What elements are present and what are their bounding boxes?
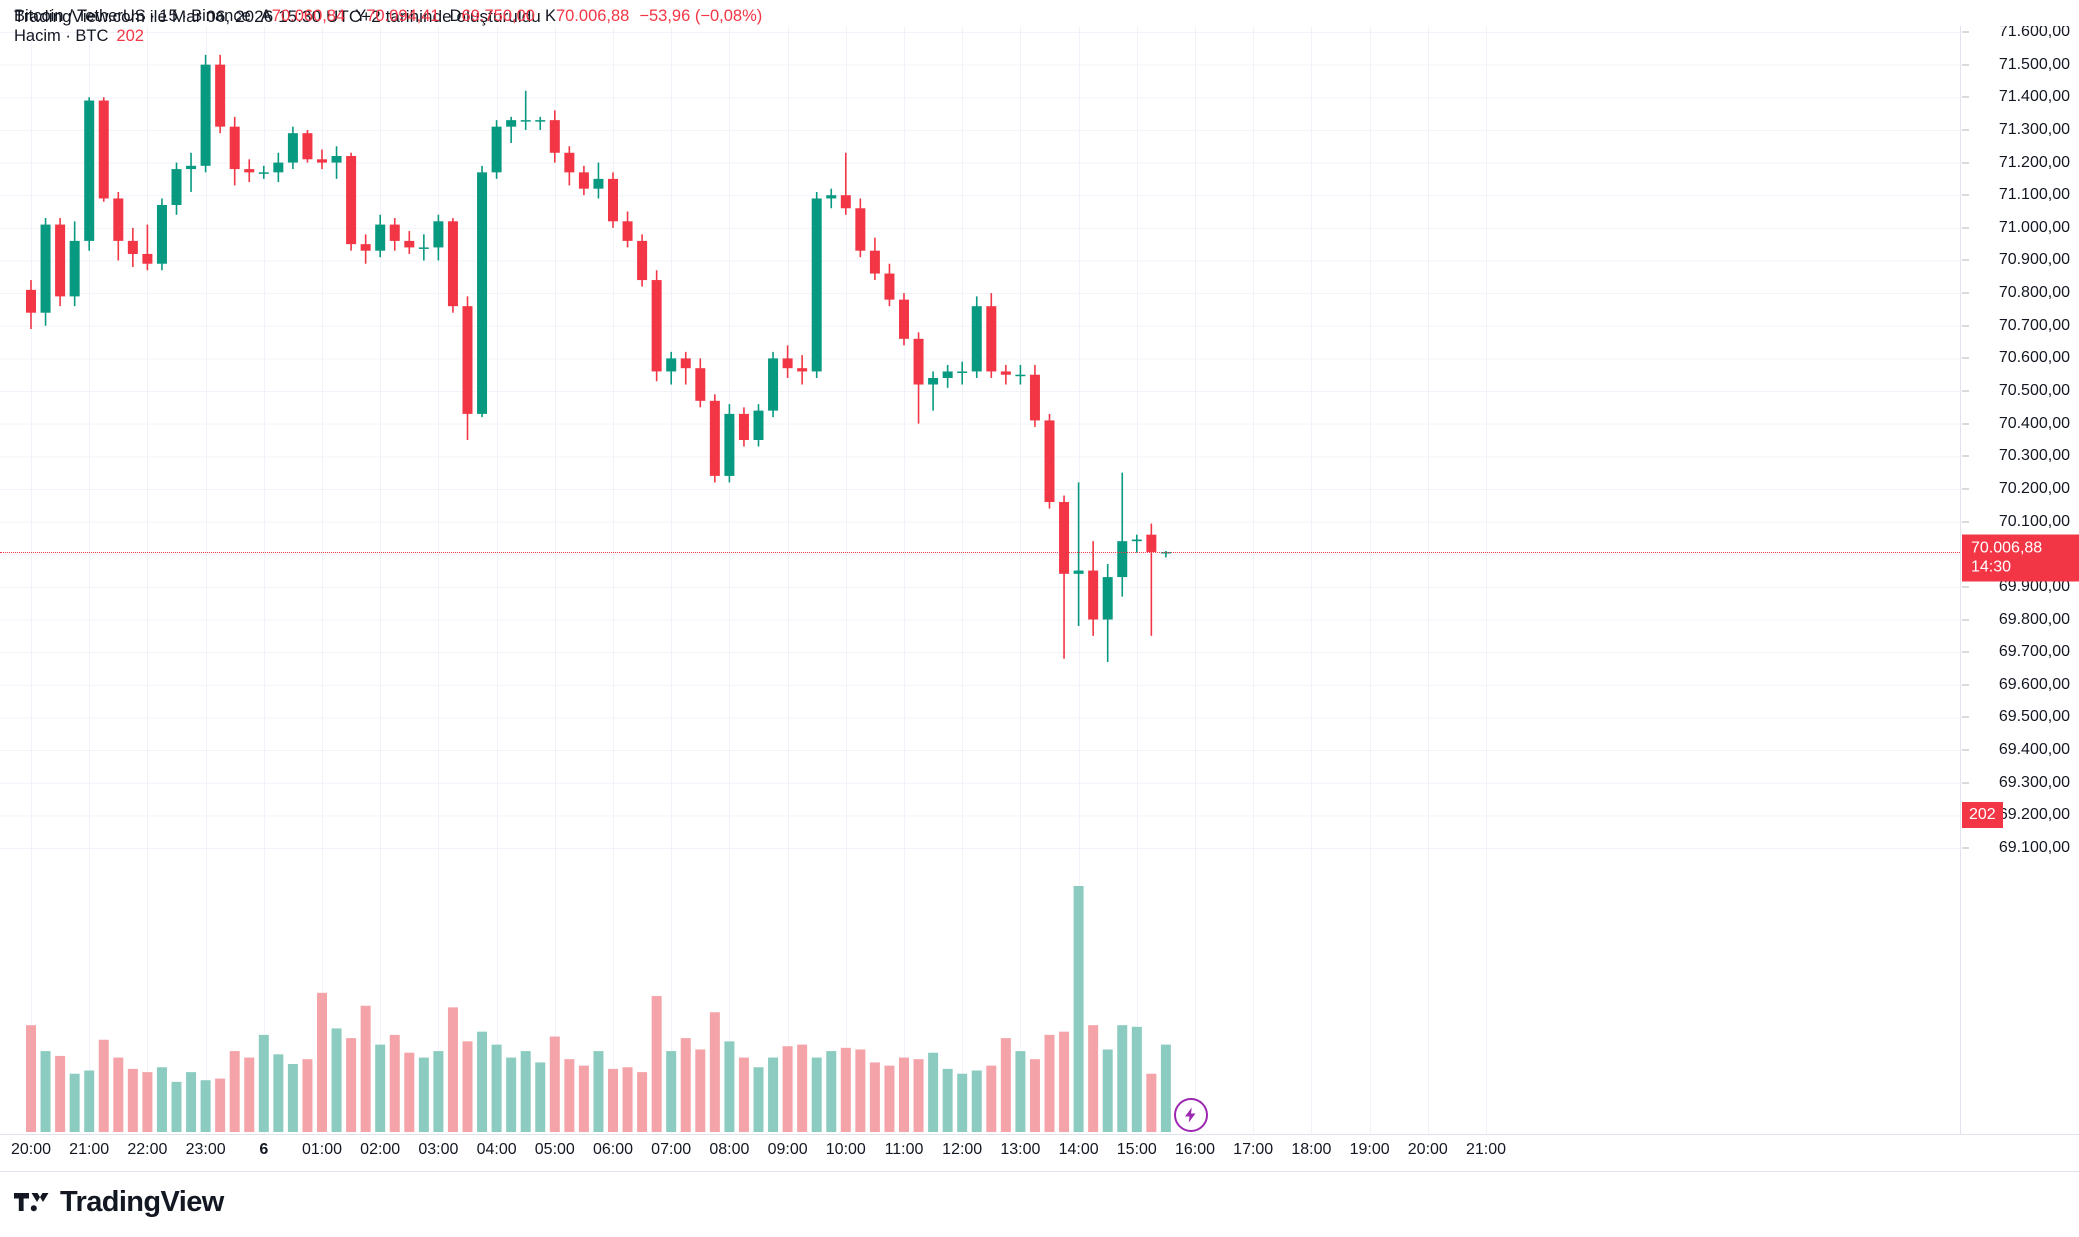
attribution-text: TradingView.com ile Mar 06, 2026 15:30 U… [14,7,541,26]
time-tick-label: 02:00 [360,1141,401,1158]
time-tick-label: 14:00 [1058,1141,1099,1158]
legend-close-value: 70.006,88 [555,7,630,25]
price-tick-label: 71.000,00 [1998,218,2070,236]
price-tick-dash [1962,31,1969,33]
price-tick-label: 69.300,00 [1998,773,2070,791]
price-tick-label: 71.500,00 [1998,55,2070,73]
price-tick-label: 70.100,00 [1998,512,2070,530]
price-tick-label: 70.200,00 [1998,479,2070,497]
price-tick-label: 70.600,00 [1998,349,2070,367]
price-tick-dash [1962,129,1969,131]
price-tick-dash [1962,521,1969,523]
time-tick-label: 18:00 [1291,1141,1332,1158]
price-tick-label: 70.300,00 [1998,447,2070,465]
price-tick-label: 69.200,00 [1998,806,2070,824]
price-tick-label: 70.700,00 [1998,316,2070,334]
time-tick-label: 08:00 [709,1141,750,1158]
time-tick-label: 09:00 [767,1141,808,1158]
price-tick-label: 69.100,00 [1998,839,2070,856]
price-tick-label: 69.400,00 [1998,741,2070,759]
time-tick-label: 04:00 [476,1141,517,1158]
price-tick-dash [1962,292,1969,294]
tradingview-footer: TradingView [14,1186,224,1219]
candlestick-series [26,54,1171,1132]
time-tick-label: 07:00 [651,1141,692,1158]
price-tick-label: 70.400,00 [1998,414,2070,432]
price-tick-dash [1962,194,1969,196]
volume-badge: 202 [1962,802,2003,829]
price-tick-label: 70.500,00 [1998,382,2070,400]
price-tick-dash [1962,227,1969,229]
price-tick-dash [1962,64,1969,66]
time-tick-label: 05:00 [534,1141,575,1158]
chart-pane[interactable] [0,26,1960,1134]
price-tick-label: 71.300,00 [1998,120,2070,138]
time-tick-label: 19:00 [1349,1141,1390,1158]
last-price-badge: 70.006,88 14:30 [1962,534,2079,582]
price-tick-dash [1962,325,1969,327]
last-price-value: 70.006,88 [1971,539,2043,557]
time-tick-label: 03:00 [418,1141,459,1158]
price-tick-dash [1962,259,1969,261]
price-tick-label: 71.200,00 [1998,153,2070,171]
last-price-line [0,551,1960,553]
price-tick-dash [1962,684,1969,686]
price-tick-dash [1962,749,1969,751]
last-price-time: 14:30 [1971,558,2012,576]
time-tick-label: 06:00 [592,1141,634,1158]
price-tick-label: 69.500,00 [1998,708,2070,726]
time-tick-label: 11:00 [884,1141,924,1158]
chart-gridlines [0,26,1960,1134]
time-tick-label: 10:00 [825,1141,866,1158]
time-tick-label: 15:00 [1116,1141,1157,1158]
time-tick-label: 23:00 [185,1141,226,1158]
price-tick-label: 69.600,00 [1998,675,2070,693]
price-axis[interactable]: 70.006,88 14:30 202 71.600,00 71.500,00 71… [1960,26,2079,1134]
time-tick-label: 21:00 [69,1141,110,1158]
time-axis[interactable]: 20:00 21:00 22:00 23:00 6 01:00 02:00 03:00 04:0… [0,1134,2079,1172]
legend-close-key: K [544,7,556,25]
time-tick-label: 20:00 [1407,1141,1448,1158]
price-tick-dash [1962,357,1969,359]
price-tick-dash [1962,619,1969,621]
price-tick-dash [1962,423,1969,425]
price-tick-dash [1962,96,1969,98]
price-tick-dash [1962,586,1969,588]
tradingview-logo-icon [14,1192,49,1211]
price-tick-dash [1962,847,1969,849]
price-tick-dash [1962,716,1969,718]
time-tick-label: 6 [259,1141,269,1158]
price-tick-label: 70.800,00 [1998,284,2070,302]
price-tick-dash [1962,162,1969,164]
time-tick-label: 16:00 [1174,1141,1216,1158]
time-tick-label: 20:00 [10,1141,52,1158]
price-tick-label: 70.900,00 [1998,251,2070,269]
price-tick-dash [1962,455,1969,457]
price-tick-label: 69.800,00 [1998,610,2070,628]
price-tick-label: 71.600,00 [1998,26,2070,40]
price-tick-label: 71.400,00 [1998,88,2070,106]
time-tick-label: 21:00 [1465,1141,1507,1158]
time-tick-label: 22:00 [127,1141,168,1158]
price-tick-label: 69.900,00 [1998,577,2070,595]
price-tick-label: 71.100,00 [1998,186,2070,204]
legend-change: −53,96 (−0,08%) [639,7,763,25]
price-tick-dash [1962,651,1969,653]
lightning-bolt-glyph [1184,1107,1196,1123]
time-tick-label: 13:00 [1000,1141,1041,1158]
time-tick-label: 17:00 [1233,1141,1274,1158]
price-tick-dash [1962,782,1969,784]
price-tick-dash [1962,488,1969,490]
price-tick-dash [1962,390,1969,392]
lightning-bolt-icon[interactable] [1173,1098,1208,1132]
price-tick-label: 69.700,00 [1998,643,2070,661]
time-tick-label: 01:00 [301,1141,343,1158]
time-tick-label: 12:00 [942,1141,983,1158]
tradingview-wordmark: TradingView [60,1186,224,1218]
